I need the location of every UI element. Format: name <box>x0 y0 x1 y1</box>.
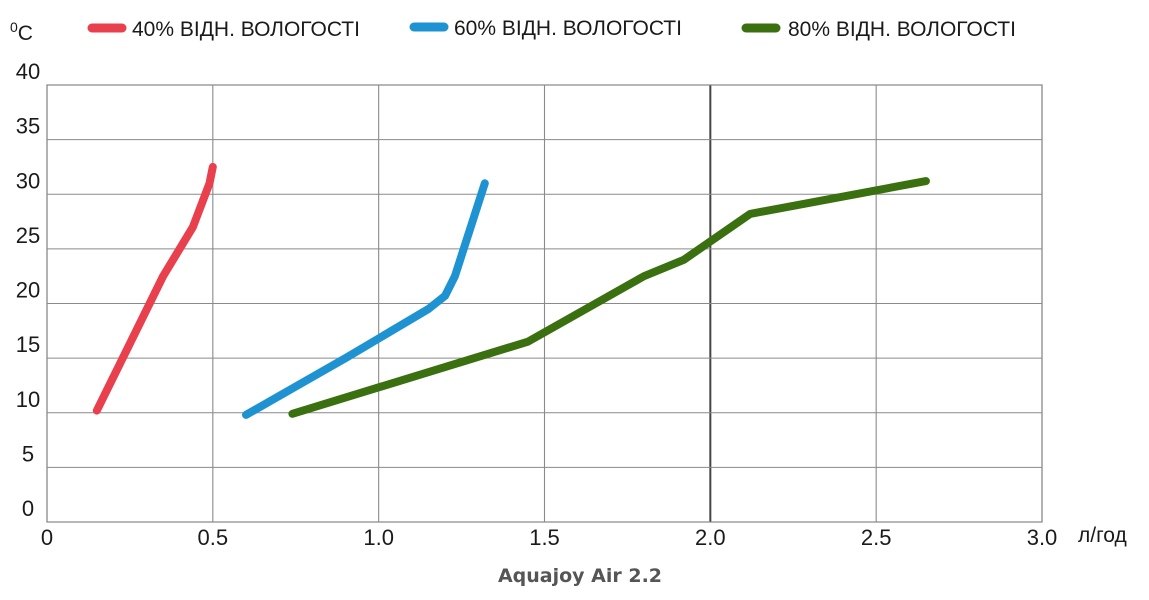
legend: 40% ВІДН. ВОЛОГОСТІ 60% ВІДН. ВОЛОГОСТІ … <box>87 17 1016 41</box>
y-tick-label: 20 <box>16 278 40 303</box>
y-axis-label: 0C <box>10 19 33 45</box>
series-line-2 <box>288 177 930 418</box>
series-line-1 <box>242 179 489 419</box>
legend-label-80: 80% ВІДН. ВОЛОГОСТІ <box>788 18 1016 41</box>
x-tick-label: 1.0 <box>363 525 394 550</box>
x-tick-label: 1.5 <box>529 525 560 550</box>
y-tick-label: 40 <box>16 59 40 84</box>
series-lines <box>92 162 930 419</box>
y-axis-label-sup: 0 <box>10 19 18 35</box>
y-tick-label: 25 <box>16 223 40 248</box>
y-tick-label: 35 <box>16 114 40 139</box>
x-tick-label: 0 <box>41 525 53 550</box>
y-tick-label: 10 <box>16 387 40 412</box>
x-tick-label: 0.5 <box>198 525 229 550</box>
y-tick-label: 15 <box>16 332 40 357</box>
y-tick-label: 5 <box>22 441 34 466</box>
series-line-0 <box>92 162 217 415</box>
grid <box>46 84 1043 523</box>
x-axis-label: л/год <box>1078 524 1127 547</box>
y-tick-label: 30 <box>16 168 40 193</box>
x-tick-label: 2.0 <box>695 525 726 550</box>
x-tick-label: 3.0 <box>1027 525 1058 550</box>
y-axis-label-text: C <box>18 22 33 45</box>
tick-labels: 0 0.5 1.0 1.5 2.0 2.5 3.0 0 5 10 15 20 25 30 35 40 <box>16 59 1058 550</box>
legend-label-60: 60% ВІДН. ВОЛОГОСТІ <box>454 17 682 40</box>
chart-caption: Aquajoy Air 2.2 <box>498 565 662 587</box>
x-tick-label: 2.5 <box>861 525 892 550</box>
y-tick-label: 0 <box>22 496 34 521</box>
legend-label-40: 40% ВІДН. ВОЛОГОСТІ <box>132 18 360 41</box>
